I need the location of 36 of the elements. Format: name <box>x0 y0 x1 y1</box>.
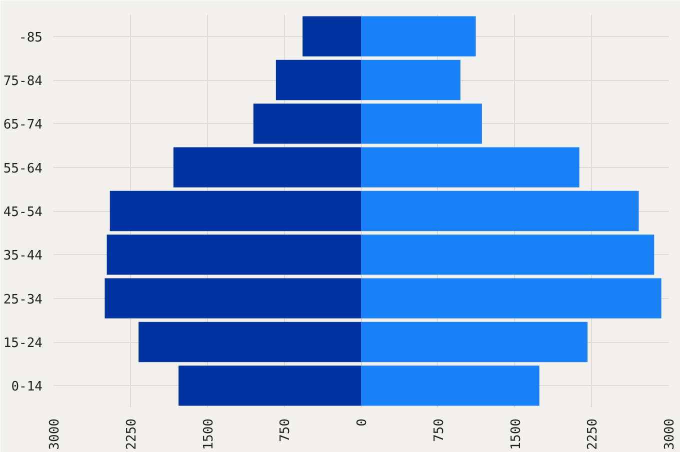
y-tick-label: 0-14 <box>11 380 43 395</box>
bar <box>106 234 361 275</box>
bar <box>361 16 476 56</box>
bar <box>253 104 361 144</box>
bar <box>178 366 361 406</box>
bar <box>361 366 540 406</box>
bar <box>173 147 361 188</box>
y-tick-label: 75-84 <box>3 74 43 89</box>
x-tick-label: 1500 <box>201 418 216 450</box>
x-tick-label: 3000 <box>662 418 678 450</box>
bar <box>361 60 460 100</box>
bar <box>276 60 361 100</box>
y-tick-label: 45-54 <box>3 205 43 220</box>
x-tick-label: 750 <box>432 418 447 442</box>
y-tick-label: 35-44 <box>3 248 43 264</box>
bar <box>361 278 662 318</box>
x-tick-label: 1500 <box>508 418 524 450</box>
x-tick-label: 750 <box>278 418 294 442</box>
y-tick-label: 15-24 <box>3 336 43 351</box>
y-tick-label: 65-74 <box>3 118 43 133</box>
bar <box>361 234 654 275</box>
x-tick-label: 2250 <box>586 418 601 450</box>
x-tick-label: 2250 <box>124 418 140 450</box>
bar <box>361 104 482 144</box>
bar <box>138 322 361 362</box>
x-tick-label: 3000 <box>48 418 62 450</box>
bar <box>361 190 639 232</box>
x-tick-label: 0 <box>355 418 370 426</box>
bar <box>110 190 361 232</box>
y-tick-label: -85 <box>19 30 43 46</box>
y-tick-label: 25-34 <box>3 292 43 308</box>
bar <box>361 322 588 362</box>
bar <box>104 278 361 318</box>
bar <box>302 16 361 56</box>
y-tick-label: 55-64 <box>3 161 43 176</box>
bar <box>361 147 580 188</box>
